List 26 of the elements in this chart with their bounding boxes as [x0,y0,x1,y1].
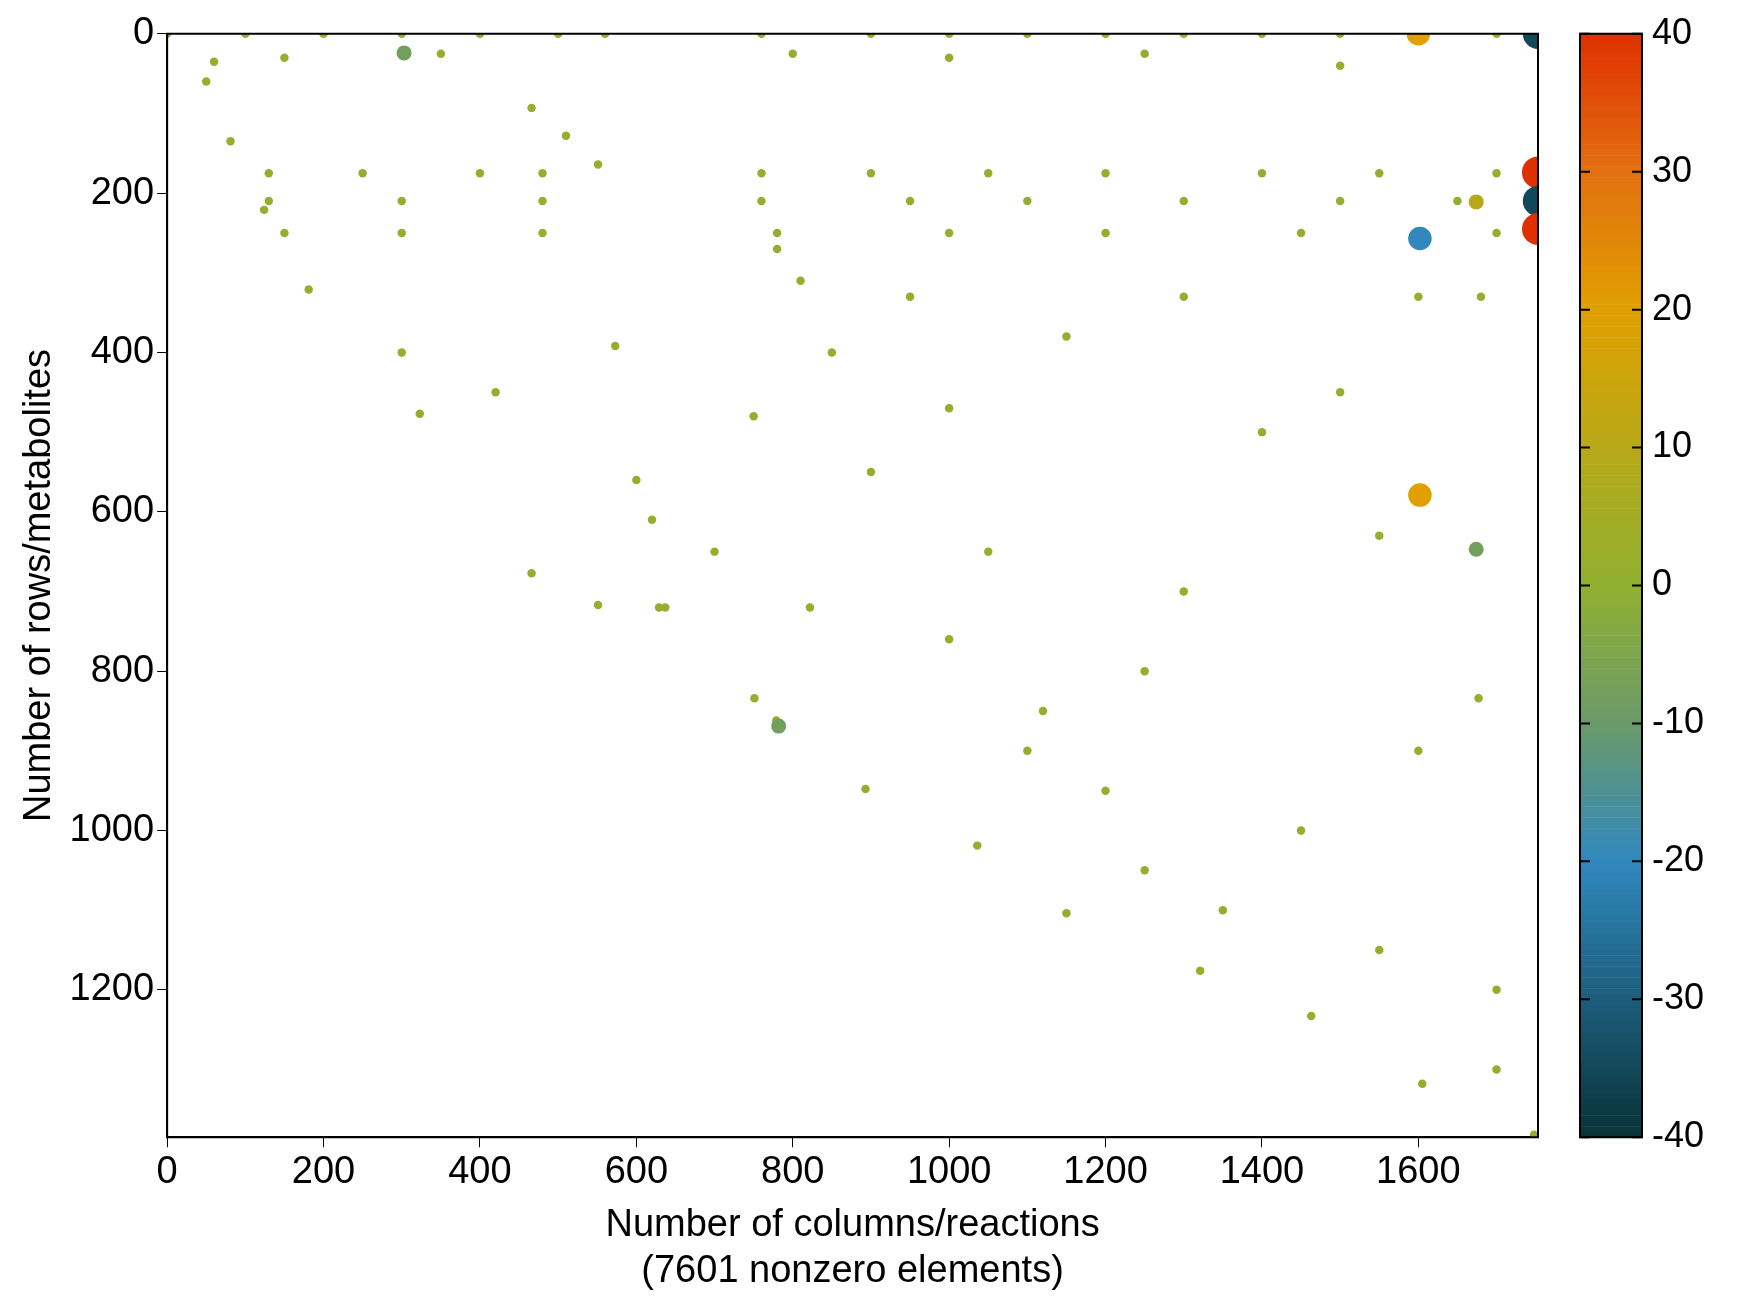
y-tick-label: 1000 [69,806,155,849]
color-bar-label: 10 [1652,424,1693,466]
color-bar-label: 0 [1652,562,1673,604]
x-tick-label: 1200 [1063,1149,1148,1192]
x-tick-label: 400 [448,1149,512,1192]
y-tick-label: 400 [90,328,155,371]
y-tick-label: 600 [90,488,155,531]
x-tick-label: 1000 [906,1149,992,1192]
x-axis-title: Number of columns/reactions (7601 nonzero elements) [605,1202,1100,1290]
y-tick-label: 200 [90,169,155,212]
y-axis-title: Number of rows/metabolites [16,348,59,823]
x-tick-label: 800 [761,1149,825,1192]
color-bar-label: -10 [1652,700,1705,742]
y-tick-label: 800 [90,647,155,690]
color-bar-label: -40 [1652,1114,1705,1156]
color-bar-label: -20 [1652,838,1705,880]
x-tick-label: 1600 [1376,1149,1461,1192]
color-bar-label: 40 [1652,10,1693,52]
x-tick-label: 200 [291,1149,356,1192]
color-bar-label: -30 [1652,976,1705,1018]
x-tick-label: 1400 [1219,1149,1305,1192]
x-tick-label: 600 [604,1149,669,1192]
y-tick-label: 1200 [69,966,155,1009]
color-bar-label: 30 [1652,148,1693,190]
y-tick-label: 0 [132,10,155,53]
color-bar-label: 20 [1652,286,1693,328]
